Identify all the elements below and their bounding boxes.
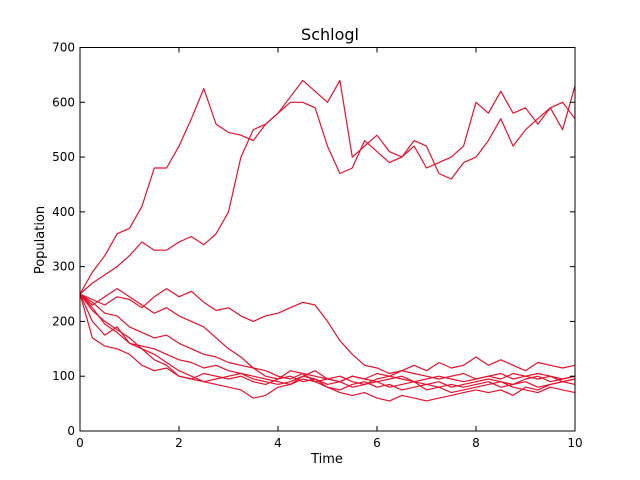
x-tick-label: 0 <box>76 436 84 450</box>
x-axis: 0 2 4 6 8 10 <box>76 47 583 450</box>
y-tick-label: 100 <box>52 369 75 383</box>
y-tick-label: 600 <box>52 95 75 109</box>
y-tick-label: 200 <box>52 314 75 328</box>
x-tick-label: 8 <box>472 436 480 450</box>
series-line-8 <box>79 293 576 383</box>
series-line-6 <box>79 293 576 391</box>
y-axis-label: Population <box>33 206 48 274</box>
series-line-3 <box>79 288 576 375</box>
series-layer <box>79 79 576 402</box>
series-line-2 <box>79 90 576 295</box>
y-tick-label: 500 <box>52 150 75 164</box>
series-line-7 <box>79 293 576 394</box>
y-axis: 0 100 200 300 400 500 600 700 <box>52 41 575 438</box>
series-line-1 <box>79 79 576 295</box>
y-tick-label: 0 <box>67 424 75 438</box>
x-tick-label: 4 <box>274 436 282 450</box>
x-axis-label: Time <box>310 452 343 467</box>
plot-frame <box>79 47 576 432</box>
x-tick-label: 6 <box>373 436 381 450</box>
x-tick-label: 10 <box>567 436 582 450</box>
y-tick-label: 700 <box>52 41 75 55</box>
x-tick-label: 2 <box>175 436 183 450</box>
y-tick-label: 400 <box>52 205 75 219</box>
y-tick-label: 300 <box>52 260 75 274</box>
series-line-9 <box>79 293 576 385</box>
chart-title: Schlogl <box>301 25 359 44</box>
